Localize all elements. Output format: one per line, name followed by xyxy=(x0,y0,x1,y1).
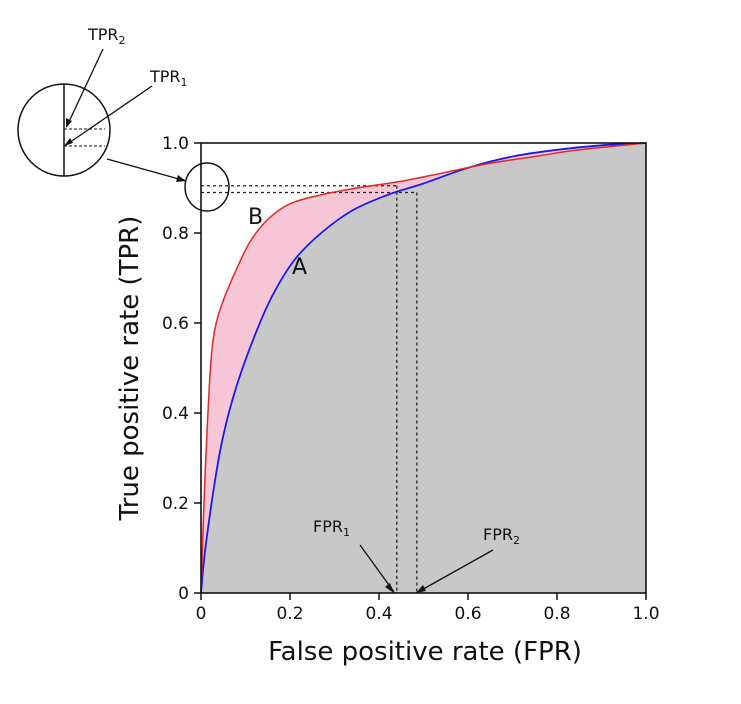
y-axis-label: True positive rate (TPR) xyxy=(115,216,145,522)
tpr1-arrow xyxy=(65,85,153,146)
curve-b-label: B xyxy=(248,205,263,230)
y-tick-label: 0 xyxy=(178,584,189,604)
x-tick-label: 0.8 xyxy=(543,604,570,624)
fpr1-label: FPR1 xyxy=(313,517,350,539)
x-tick-label: 0.6 xyxy=(454,604,481,624)
tpr2-arrow xyxy=(66,48,104,127)
magnifier-inset xyxy=(17,83,111,177)
y-tick-label: 0.8 xyxy=(162,224,189,244)
y-tick-label: 0.4 xyxy=(162,404,189,424)
y-tick-label: 0.2 xyxy=(162,494,189,514)
fpr1-arrow xyxy=(359,544,395,593)
x-tick-label: 0.2 xyxy=(276,604,303,624)
zoom-connector-arrowhead xyxy=(176,175,186,182)
tpr1-arrowhead xyxy=(64,138,73,146)
plot-frame xyxy=(200,142,647,594)
curve-a-label: A xyxy=(292,255,307,280)
tpr2-arrowhead xyxy=(66,118,72,128)
roc-curve-b xyxy=(200,142,647,594)
tpr2-label: TPR2 xyxy=(87,25,126,47)
zoom-connector-line xyxy=(106,158,187,182)
fpr2-label: FPR2 xyxy=(483,525,520,547)
x-axis-label: False positive rate (FPR) xyxy=(268,637,582,667)
tpr1-label: TPR1 xyxy=(149,67,188,89)
x-tick-label: 0.4 xyxy=(365,604,392,624)
fpr2-arrowhead xyxy=(416,585,426,593)
roc-curve-a xyxy=(200,142,647,594)
area-under-curve-a xyxy=(201,143,646,593)
zoom-region-circle xyxy=(184,162,230,212)
x-tick-label: 1.0 xyxy=(632,604,659,624)
dashed-guides xyxy=(201,185,418,593)
y-tick-label: 1.0 xyxy=(162,134,189,154)
x-axis-ticks: 0 0.2 0.4 0.6 0.8 1.0 xyxy=(196,593,660,624)
fpr2-arrow xyxy=(417,549,494,593)
fpr1-arrowhead xyxy=(385,583,394,593)
y-axis-ticks: 0 0.2 0.4 0.6 0.8 1.0 xyxy=(162,134,201,604)
y-tick-label: 0.6 xyxy=(162,314,189,334)
x-tick-label: 0 xyxy=(196,604,207,624)
